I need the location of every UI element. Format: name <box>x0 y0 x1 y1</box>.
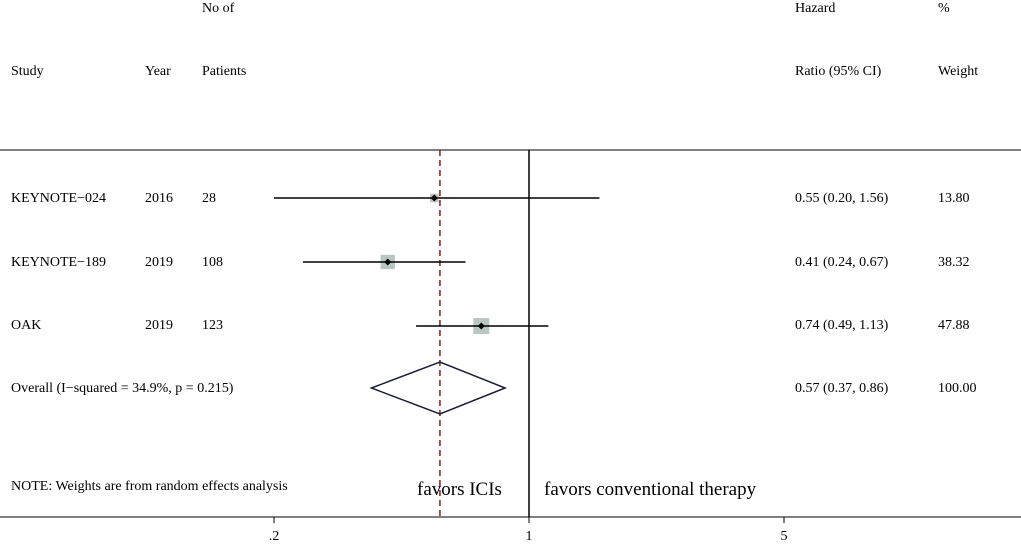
point-estimate <box>430 194 438 202</box>
point-estimate <box>384 258 392 266</box>
study-name: KEYNOTE−189 <box>11 255 106 270</box>
header-patients-line2: Patients <box>202 64 247 79</box>
favors-left-label: favors ICIs <box>417 479 502 500</box>
header-patients-line1: No of <box>202 1 235 16</box>
x-tick-label: 5 <box>781 529 788 544</box>
overall-hr-text: 0.57 (0.37, 0.86) <box>795 381 889 396</box>
study-patients: 123 <box>202 318 223 333</box>
study-weight: 38.32 <box>938 255 970 270</box>
x-tick-label: 1 <box>526 529 533 544</box>
study-year: 2019 <box>145 255 173 270</box>
point-estimate <box>477 322 485 330</box>
study-weight: 47.88 <box>938 318 970 333</box>
overall-label: Overall (I−squared = 34.9%, p = 0.215) <box>11 381 234 396</box>
study-name: KEYNOTE−024 <box>11 191 106 206</box>
study-name: OAK <box>11 318 42 333</box>
study-weight: 13.80 <box>938 191 970 206</box>
study-hr-text: 0.55 (0.20, 1.56) <box>795 191 889 206</box>
x-tick-label: .2 <box>269 529 280 544</box>
header-year: Year <box>145 64 171 79</box>
study-year: 2019 <box>145 318 173 333</box>
favors-right-label: favors conventional therapy <box>544 479 757 500</box>
overall-weight: 100.00 <box>938 381 977 396</box>
study-year: 2016 <box>145 191 173 206</box>
study-patients: 108 <box>202 255 223 270</box>
note-text: NOTE: Weights are from random effects an… <box>11 479 288 494</box>
study-hr-text: 0.74 (0.49, 1.13) <box>795 318 889 333</box>
header-weight-line1: % <box>938 1 950 16</box>
header-weight-line2: Weight <box>938 64 979 79</box>
overall-diamond <box>369 361 508 415</box>
study-hr-text: 0.41 (0.24, 0.67) <box>795 255 889 270</box>
header-hr-line2: Ratio (95% CI) <box>795 64 882 79</box>
header-study: Study <box>11 64 44 79</box>
study-patients: 28 <box>202 191 216 206</box>
header-hr-line1: Hazard <box>795 1 836 16</box>
